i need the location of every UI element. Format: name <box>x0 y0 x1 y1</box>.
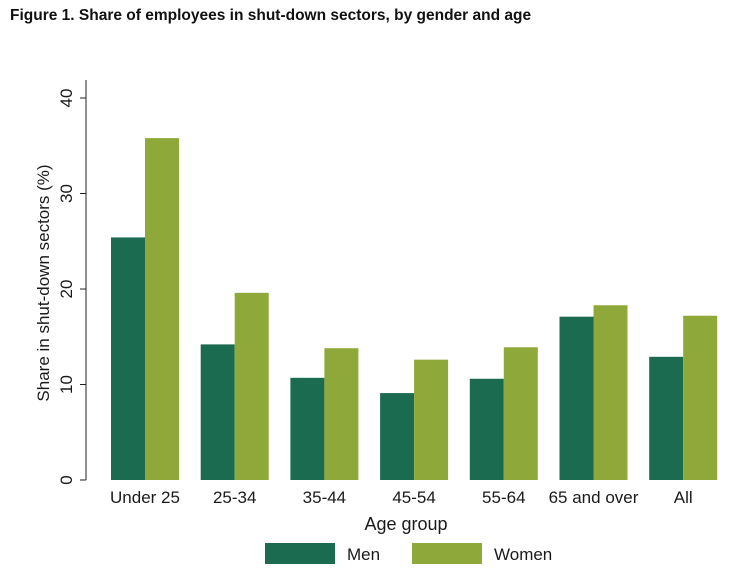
bar-women-5 <box>593 305 628 480</box>
legend-label-women: Women <box>494 545 552 564</box>
y-axis-title: Share in shut-down sectors (%) <box>34 164 53 401</box>
bar-women-3 <box>414 359 449 480</box>
bar-men-1 <box>200 344 235 480</box>
x-tick-label: 65 and over <box>549 488 639 507</box>
y-tick-label: 20 <box>57 280 76 299</box>
bar-men-5 <box>559 316 594 480</box>
figure-title: Figure 1. Share of employees in shut-dow… <box>10 7 532 24</box>
bar-men-6 <box>649 356 684 480</box>
bar-women-2 <box>324 348 359 480</box>
x-tick-label: 35-44 <box>303 488 346 507</box>
bar-men-2 <box>290 377 325 480</box>
x-axis-title: Age group <box>364 514 447 534</box>
x-tick-label: All <box>674 488 693 507</box>
bar-women-0 <box>145 138 179 481</box>
bar-women-6 <box>683 315 718 480</box>
bar-women-1 <box>234 292 269 480</box>
x-tick-label: 55-64 <box>482 488 525 507</box>
bar-men-3 <box>380 393 415 480</box>
legend-swatch-women <box>412 543 482 564</box>
x-tick-label: 25-34 <box>213 488 256 507</box>
y-tick-label: 10 <box>57 375 76 394</box>
x-tick-label: 45-54 <box>392 488 435 507</box>
bar-women-4 <box>503 347 538 480</box>
y-tick-label: 30 <box>57 184 76 203</box>
legend-swatch-men <box>265 543 335 564</box>
y-tick-label: 40 <box>57 89 76 108</box>
bar-men-0 <box>111 237 145 480</box>
x-tick-label: Under 25 <box>110 488 180 507</box>
y-tick-label: 0 <box>57 475 76 484</box>
legend-label-men: Men <box>347 545 380 564</box>
bar-men-4 <box>469 378 504 480</box>
